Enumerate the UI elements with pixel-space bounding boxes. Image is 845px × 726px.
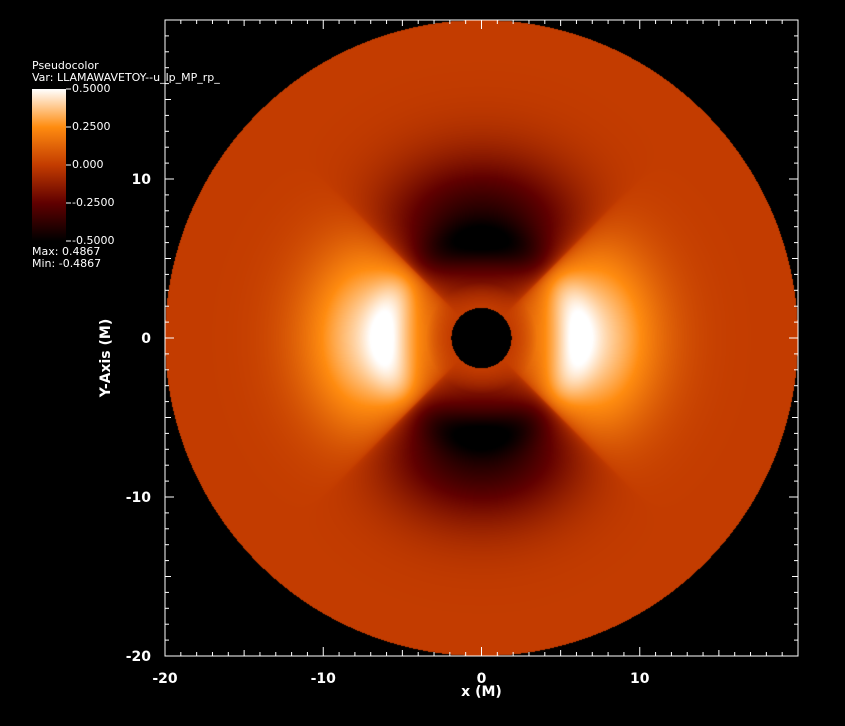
colorbar xyxy=(32,89,66,241)
field-heatmap xyxy=(165,20,798,656)
x-tick-label: -10 xyxy=(311,671,337,687)
data-max-label: Max: 0.4867 xyxy=(32,245,101,258)
y-axis-ticks: -20 -10 0 10 xyxy=(126,19,798,665)
y-axis-label: Y-Axis (M) xyxy=(98,319,114,399)
plot-type-label: Pseudocolor xyxy=(32,59,99,72)
x-tick-label: 0 xyxy=(477,671,487,687)
colorbar-tick-label: 0.5000 xyxy=(72,82,111,95)
x-tick-label: -20 xyxy=(152,671,178,687)
x-tick-label: 10 xyxy=(630,671,650,687)
y-tick-label: 0 xyxy=(141,331,151,347)
y-tick-label: -10 xyxy=(126,490,152,506)
colorbar-tick-label: 0.2500 xyxy=(72,120,111,133)
colorbar-tick-label: 0.000 xyxy=(72,158,104,171)
data-min-label: Min: -0.4867 xyxy=(32,257,102,270)
y-tick-label: 10 xyxy=(132,172,152,188)
y-tick-label: -20 xyxy=(126,649,152,665)
colorbar-tick-label: -0.2500 xyxy=(72,196,115,209)
variable-label: Var: LLAMAWAVETOY--u_lp_MP_rp_ xyxy=(32,71,220,84)
colorbar-ticks xyxy=(66,88,71,242)
x-axis-ticks: -20 -10 0 10 xyxy=(152,20,799,687)
colorbar-tick-label: -0.5000 xyxy=(72,234,115,247)
x-axis-label: x (M) xyxy=(461,684,502,700)
